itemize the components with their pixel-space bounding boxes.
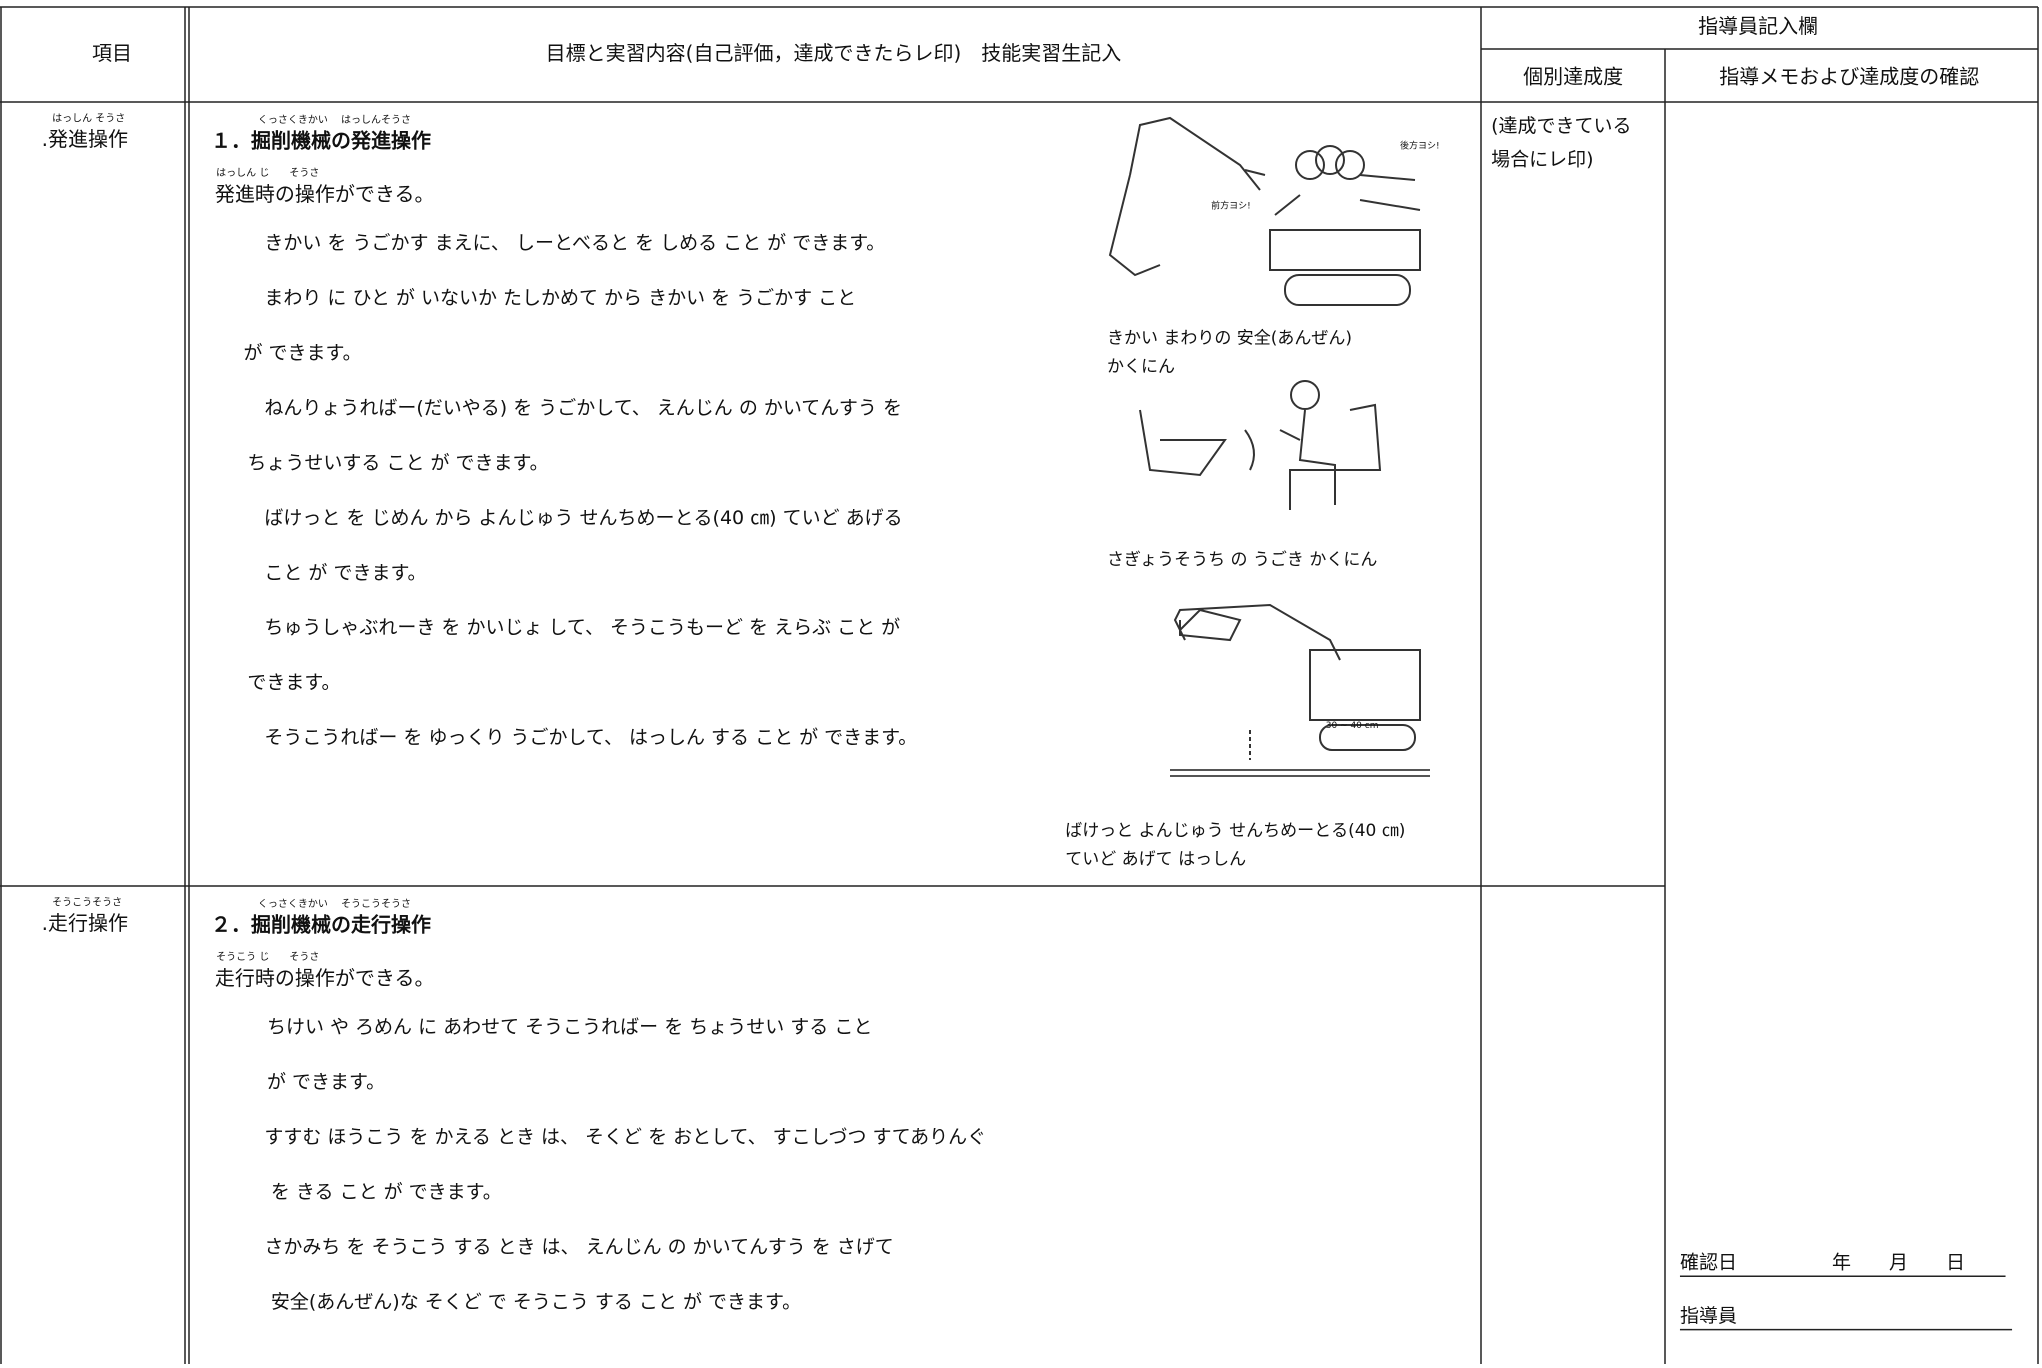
content-line: が できます。 bbox=[244, 342, 362, 364]
figure-label: 後方ヨシ! bbox=[1400, 139, 1440, 151]
content-line: きかい を うごかす まえに、 しーとべると を しめる こと が できます。 bbox=[264, 232, 885, 254]
header-cell: 目標と実習内容(自己評価，達成できたらレ印) 技能実習生記入 bbox=[546, 41, 1122, 65]
row-heading: １．掘削機械の発進操作 bbox=[211, 128, 431, 152]
content-line: まわり に ひと が いないか たしかめて から きかい を うごかす こと bbox=[264, 287, 856, 309]
illustrations bbox=[1108, 116, 1430, 777]
figure-label: 前方ヨシ! bbox=[1211, 199, 1251, 211]
figure-caption: ばけっと よんじゅう せんちめーとる(40 ㎝) bbox=[1065, 821, 1405, 841]
excavator-illustration-1 bbox=[1108, 116, 1421, 306]
text-layer: 項目 目標と実習内容(自己評価，達成できたらレ印) 技能実習生記入 指導員記入欄個別… bbox=[42, 14, 2013, 1331]
goal: 発進時の操作ができる。 bbox=[215, 182, 435, 206]
row-item: .発進操作 bbox=[42, 127, 128, 151]
content-line: そうこうればー を ゆっくり うごかして、 はっしん する こと が できます。 bbox=[264, 727, 917, 749]
header-cell: 指導メモおよび達成度の確認 bbox=[1719, 65, 1979, 89]
ruby: はっしん じ そうさ bbox=[216, 167, 319, 179]
row-item: .走行操作 bbox=[42, 911, 128, 935]
figure-label: 30 ~ 40 cm bbox=[1326, 721, 1379, 731]
figure-caption: きかい まわりの 安全(あんぜん) bbox=[1107, 329, 1352, 349]
achievement-note: 場合にレ印) bbox=[1491, 149, 1593, 171]
ruby: そうこうそうさ bbox=[52, 896, 122, 908]
figure-caption: さぎょうそうち の うごき かくにん bbox=[1107, 550, 1377, 570]
ruby: くっさくきかい はっしんそうさ bbox=[258, 114, 411, 126]
content-line: 安全(あんぜん)な そくど で そうこう する こと が できます。 bbox=[271, 1291, 801, 1313]
figure-caption: かくにん bbox=[1107, 357, 1175, 377]
confirm-instructor: 指導員 bbox=[1680, 1305, 1737, 1327]
ruby: そうこう じ そうさ bbox=[216, 951, 319, 963]
content-line: できます。 bbox=[247, 672, 340, 694]
row-heading: ２．掘削機械の走行操作 bbox=[211, 912, 431, 936]
excavator-illustration-3 bbox=[1170, 603, 1430, 777]
header-cell: 個別達成度 bbox=[1523, 65, 1623, 89]
confirm-date: 確認日 年 月 日 bbox=[1680, 1252, 1965, 1274]
content-line: ばけっと を じめん から よんじゅう せんちめーとる(40 ㎝) ていど あげ… bbox=[264, 507, 902, 529]
content-line: ねんりょうればー(だいやる) を うごかして、 えんじん の かいてんすう を bbox=[264, 397, 902, 419]
header-cell: 指導員記入欄 bbox=[1698, 14, 1818, 38]
goal: 走行時の操作ができる。 bbox=[215, 966, 435, 990]
ruby: くっさくきかい そうこうそうさ bbox=[258, 898, 411, 910]
content-line: すすむ ほうこう を かえる とき は、 そくど を おとして、 すこしづつ す… bbox=[264, 1126, 986, 1148]
header-cell: 項目 bbox=[92, 41, 132, 65]
achievement-note: (達成できている bbox=[1491, 115, 1631, 137]
content-line: を きる こと が できます。 bbox=[271, 1181, 502, 1203]
content-line: ちけい や ろめん に あわせて そうこうればー を ちょうせい する こと bbox=[267, 1016, 872, 1038]
ruby: はっしん そうさ bbox=[52, 113, 125, 125]
table-grid bbox=[0, 6, 2039, 1364]
figure-caption: ていど あげて はっしん bbox=[1065, 850, 1246, 870]
content-line: こと が できます。 bbox=[264, 562, 426, 584]
content-line: が できます。 bbox=[267, 1071, 385, 1093]
operator-illustration bbox=[1139, 380, 1382, 510]
content-line: ちょうせいする こと が できます。 bbox=[247, 452, 548, 474]
content-line: さかみち を そうこう する とき は、 えんじん の かいてんすう を さげて bbox=[264, 1236, 893, 1258]
content-line: ちゅうしゃぶれーき を かいじょ して、 そうこうもーど を えらぶ こと が bbox=[264, 617, 900, 639]
